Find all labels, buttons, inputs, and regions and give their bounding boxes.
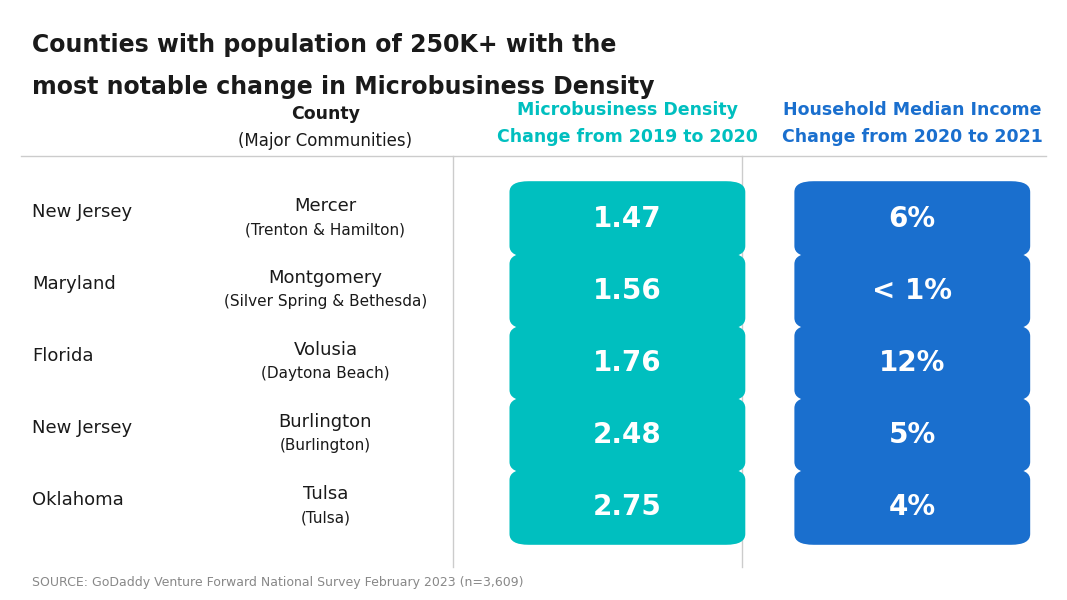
- Text: Household Median Income: Household Median Income: [783, 101, 1041, 119]
- Text: 1.56: 1.56: [593, 277, 662, 305]
- FancyBboxPatch shape: [794, 397, 1031, 473]
- Text: Oklahoma: Oklahoma: [32, 491, 124, 509]
- Text: Burlington: Burlington: [278, 413, 372, 431]
- FancyBboxPatch shape: [794, 181, 1031, 257]
- Text: 6%: 6%: [889, 205, 936, 233]
- Text: (Silver Spring & Bethesda): (Silver Spring & Bethesda): [224, 294, 427, 310]
- Text: County: County: [291, 105, 360, 123]
- Text: 1.76: 1.76: [593, 349, 662, 377]
- FancyBboxPatch shape: [794, 325, 1031, 401]
- Text: SOURCE: GoDaddy Venture Forward National Survey February 2023 (n=3,609): SOURCE: GoDaddy Venture Forward National…: [32, 576, 524, 589]
- Text: (Major Communities): (Major Communities): [238, 132, 413, 150]
- Text: Volusia: Volusia: [293, 341, 357, 359]
- Text: (Trenton & Hamilton): (Trenton & Hamilton): [245, 222, 405, 237]
- Text: 2.48: 2.48: [593, 421, 662, 449]
- Text: (Burlington): (Burlington): [280, 438, 371, 454]
- Text: 12%: 12%: [879, 349, 945, 377]
- Text: (Daytona Beach): (Daytona Beach): [261, 366, 389, 382]
- Text: Microbusiness Density: Microbusiness Density: [516, 101, 738, 119]
- Text: 2.75: 2.75: [593, 493, 662, 521]
- FancyBboxPatch shape: [509, 253, 745, 329]
- Text: Mercer: Mercer: [294, 197, 356, 215]
- Text: 4%: 4%: [889, 493, 936, 521]
- Text: < 1%: < 1%: [873, 277, 952, 305]
- Text: 1.47: 1.47: [593, 205, 662, 233]
- Text: New Jersey: New Jersey: [32, 419, 132, 437]
- Text: Change from 2020 to 2021: Change from 2020 to 2021: [782, 128, 1042, 146]
- Text: Counties with population of 250K+ with the: Counties with population of 250K+ with t…: [32, 33, 617, 57]
- Text: (Tulsa): (Tulsa): [301, 510, 350, 526]
- Text: Florida: Florida: [32, 347, 94, 365]
- FancyBboxPatch shape: [794, 253, 1031, 329]
- Text: Maryland: Maryland: [32, 275, 115, 293]
- FancyBboxPatch shape: [509, 469, 745, 545]
- FancyBboxPatch shape: [509, 397, 745, 473]
- Text: 5%: 5%: [889, 421, 936, 449]
- FancyBboxPatch shape: [794, 469, 1031, 545]
- Text: most notable change in Microbusiness Density: most notable change in Microbusiness Den…: [32, 75, 654, 99]
- FancyBboxPatch shape: [509, 181, 745, 257]
- Text: Tulsa: Tulsa: [303, 485, 348, 503]
- FancyBboxPatch shape: [509, 325, 745, 401]
- Text: New Jersey: New Jersey: [32, 203, 132, 221]
- Text: Change from 2019 to 2020: Change from 2019 to 2020: [497, 128, 758, 146]
- Text: Montgomery: Montgomery: [269, 269, 382, 287]
